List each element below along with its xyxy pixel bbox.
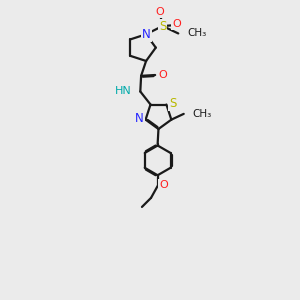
Text: S: S [169, 97, 176, 110]
Text: N: N [135, 112, 144, 125]
Text: O: O [172, 20, 181, 29]
Text: CH₃: CH₃ [188, 28, 207, 38]
Text: HN: HN [115, 86, 131, 96]
Text: O: O [158, 70, 167, 80]
Text: S: S [159, 20, 166, 32]
Text: CH₃: CH₃ [192, 109, 211, 119]
Text: O: O [155, 8, 164, 17]
Text: N: N [142, 28, 151, 41]
Text: O: O [159, 180, 168, 190]
